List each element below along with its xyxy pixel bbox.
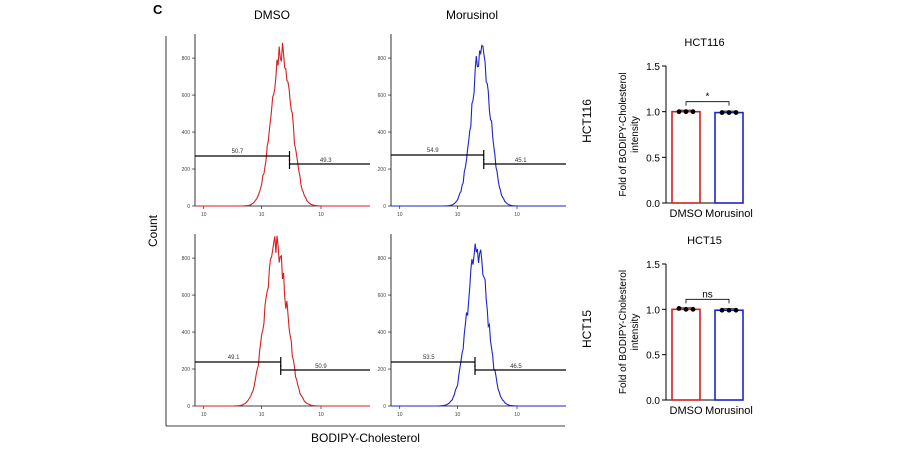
histogram-y-tick-label: 400 [378, 130, 387, 136]
histogram-y-tick-label: 600 [182, 93, 191, 99]
gate-right-percent: 46.5 [510, 364, 522, 370]
histogram-y-tick-label: 800 [182, 256, 191, 262]
bar-category-label: Morusinol [705, 208, 753, 220]
histogram-y-tick-label: 800 [378, 256, 387, 262]
bar-morusinol [714, 111, 744, 204]
x-axis-label: BODIPY-Cholesterol [311, 431, 420, 445]
histogram-y-tick-label: 0 [187, 404, 190, 410]
gate-left-percent: 54.9 [427, 148, 439, 154]
column-title-morusinol: Morusinol [446, 8, 499, 22]
histogram-y-tick-label: 400 [378, 330, 387, 336]
histogram-panel-1: 0 200 400 600 800 10 10 10 50.7 49.3 [182, 34, 370, 218]
bar-y-tick-label: 0.0 [646, 396, 660, 407]
bar-category-label: DMSO [670, 208, 703, 220]
histogram-x-tick-label: 10 [318, 212, 324, 218]
histogram-curve [391, 243, 566, 407]
histogram-curve [391, 44, 566, 207]
histogram-y-tick-label: 800 [378, 56, 387, 62]
histogram-panels: 0 200 400 600 800 10 10 10 50.7 49.3 0 200 400 600 800… [182, 34, 566, 418]
bar-chart-hct15: HCT15 0.0 0.5 1.0 1.5 Fold of BODIPY-Choleste… [618, 235, 753, 417]
histogram-curve [195, 42, 370, 207]
histogram-panel-4: 0 200 400 600 800 10 10 10 53.5 46.5 [378, 234, 566, 418]
histogram-y-tick-label: 800 [182, 56, 191, 62]
histogram-y-tick-label: 0 [383, 404, 386, 410]
column-title-dmso: DMSO [254, 8, 290, 22]
gate-right-percent: 49.3 [320, 158, 332, 164]
histogram-y-tick-label: 600 [378, 93, 387, 99]
histogram-x-tick-label: 10 [201, 412, 207, 418]
histogram-x-tick-label: 10 [514, 412, 520, 418]
histogram-y-tick-label: 0 [383, 204, 386, 210]
significance-bracket [685, 298, 730, 304]
significance-label: ns [702, 289, 713, 300]
bar-y-label-line2: intensity [630, 116, 641, 153]
bar-y-tick-label: 0.0 [646, 199, 660, 210]
gate-left-percent: 49.1 [228, 355, 240, 361]
histogram-x-tick-label: 10 [318, 412, 324, 418]
bar-y-label-line1: Fold of BODIPY-Cholesterol [618, 72, 629, 196]
significance-label: * [706, 92, 710, 103]
bar-category-label: Morusinol [705, 405, 753, 417]
histogram-y-tick-label: 400 [182, 330, 191, 336]
data-point [676, 306, 682, 311]
histogram-y-tick-label: 0 [187, 204, 190, 210]
significance-bracket [685, 101, 730, 106]
gate-right-percent: 50.9 [315, 364, 327, 370]
histogram-x-tick-label: 10 [201, 212, 207, 218]
histogram-y-tick-label: 400 [182, 130, 191, 136]
histogram-y-tick-label: 200 [378, 167, 387, 173]
gate-left-percent: 50.7 [232, 149, 244, 155]
histogram-y-tick-label: 600 [182, 293, 191, 299]
bar-y-tick-label: 0.5 [646, 153, 660, 164]
bar-dmso [671, 110, 701, 204]
histogram-y-tick-label: 200 [182, 367, 191, 373]
histogram-panel-2: 0 200 400 600 800 10 10 10 54.9 45.1 [378, 34, 566, 218]
bar-chart-hct116: HCT116 0.0 0.5 1.0 1.5 Fold of BODIPY-Cholest… [618, 37, 753, 220]
histogram-curve [195, 235, 370, 407]
bar-chart-title: HCT15 [687, 235, 722, 247]
bar-chart-title: HCT116 [684, 37, 724, 49]
histogram-x-tick-label: 10 [397, 212, 403, 218]
histogram-y-tick-label: 200 [378, 367, 387, 373]
histogram-x-tick-label: 10 [259, 212, 265, 218]
bar-chart-panels: HCT116 0.0 0.5 1.0 1.5 Fold of BODIPY-Cholest… [618, 37, 753, 417]
histogram-x-tick-label: 10 [397, 412, 403, 418]
bar-dmso [671, 308, 701, 401]
histogram-x-tick-label: 10 [455, 212, 461, 218]
histogram-x-tick-label: 10 [455, 412, 461, 418]
histogram-panel-3: 0 200 400 600 800 10 10 10 49.1 50.9 [182, 234, 370, 418]
panel-label: C [153, 2, 163, 17]
histogram-y-tick-label: 600 [378, 293, 387, 299]
bar-y-tick-label: 1.5 [646, 62, 660, 73]
bar-y-tick-label: 1.0 [646, 305, 660, 316]
histogram-y-tick-label: 200 [182, 167, 191, 173]
bar-y-tick-label: 1.5 [646, 260, 660, 271]
bar-y-tick-label: 1.0 [646, 108, 660, 119]
bar-category-label: DMSO [670, 405, 703, 417]
bar-y-label-line1: Fold of BODIPY-Cholesterol [618, 270, 629, 394]
bar-morusinol [714, 309, 744, 401]
histogram-x-tick-label: 10 [514, 212, 520, 218]
bar-y-label-line2: intensity [630, 314, 641, 351]
gate-right-percent: 45.1 [515, 158, 527, 164]
bar-y-tick-label: 0.5 [646, 351, 660, 362]
histogram-x-tick-label: 10 [259, 412, 265, 418]
gate-left-percent: 53.5 [423, 355, 435, 361]
